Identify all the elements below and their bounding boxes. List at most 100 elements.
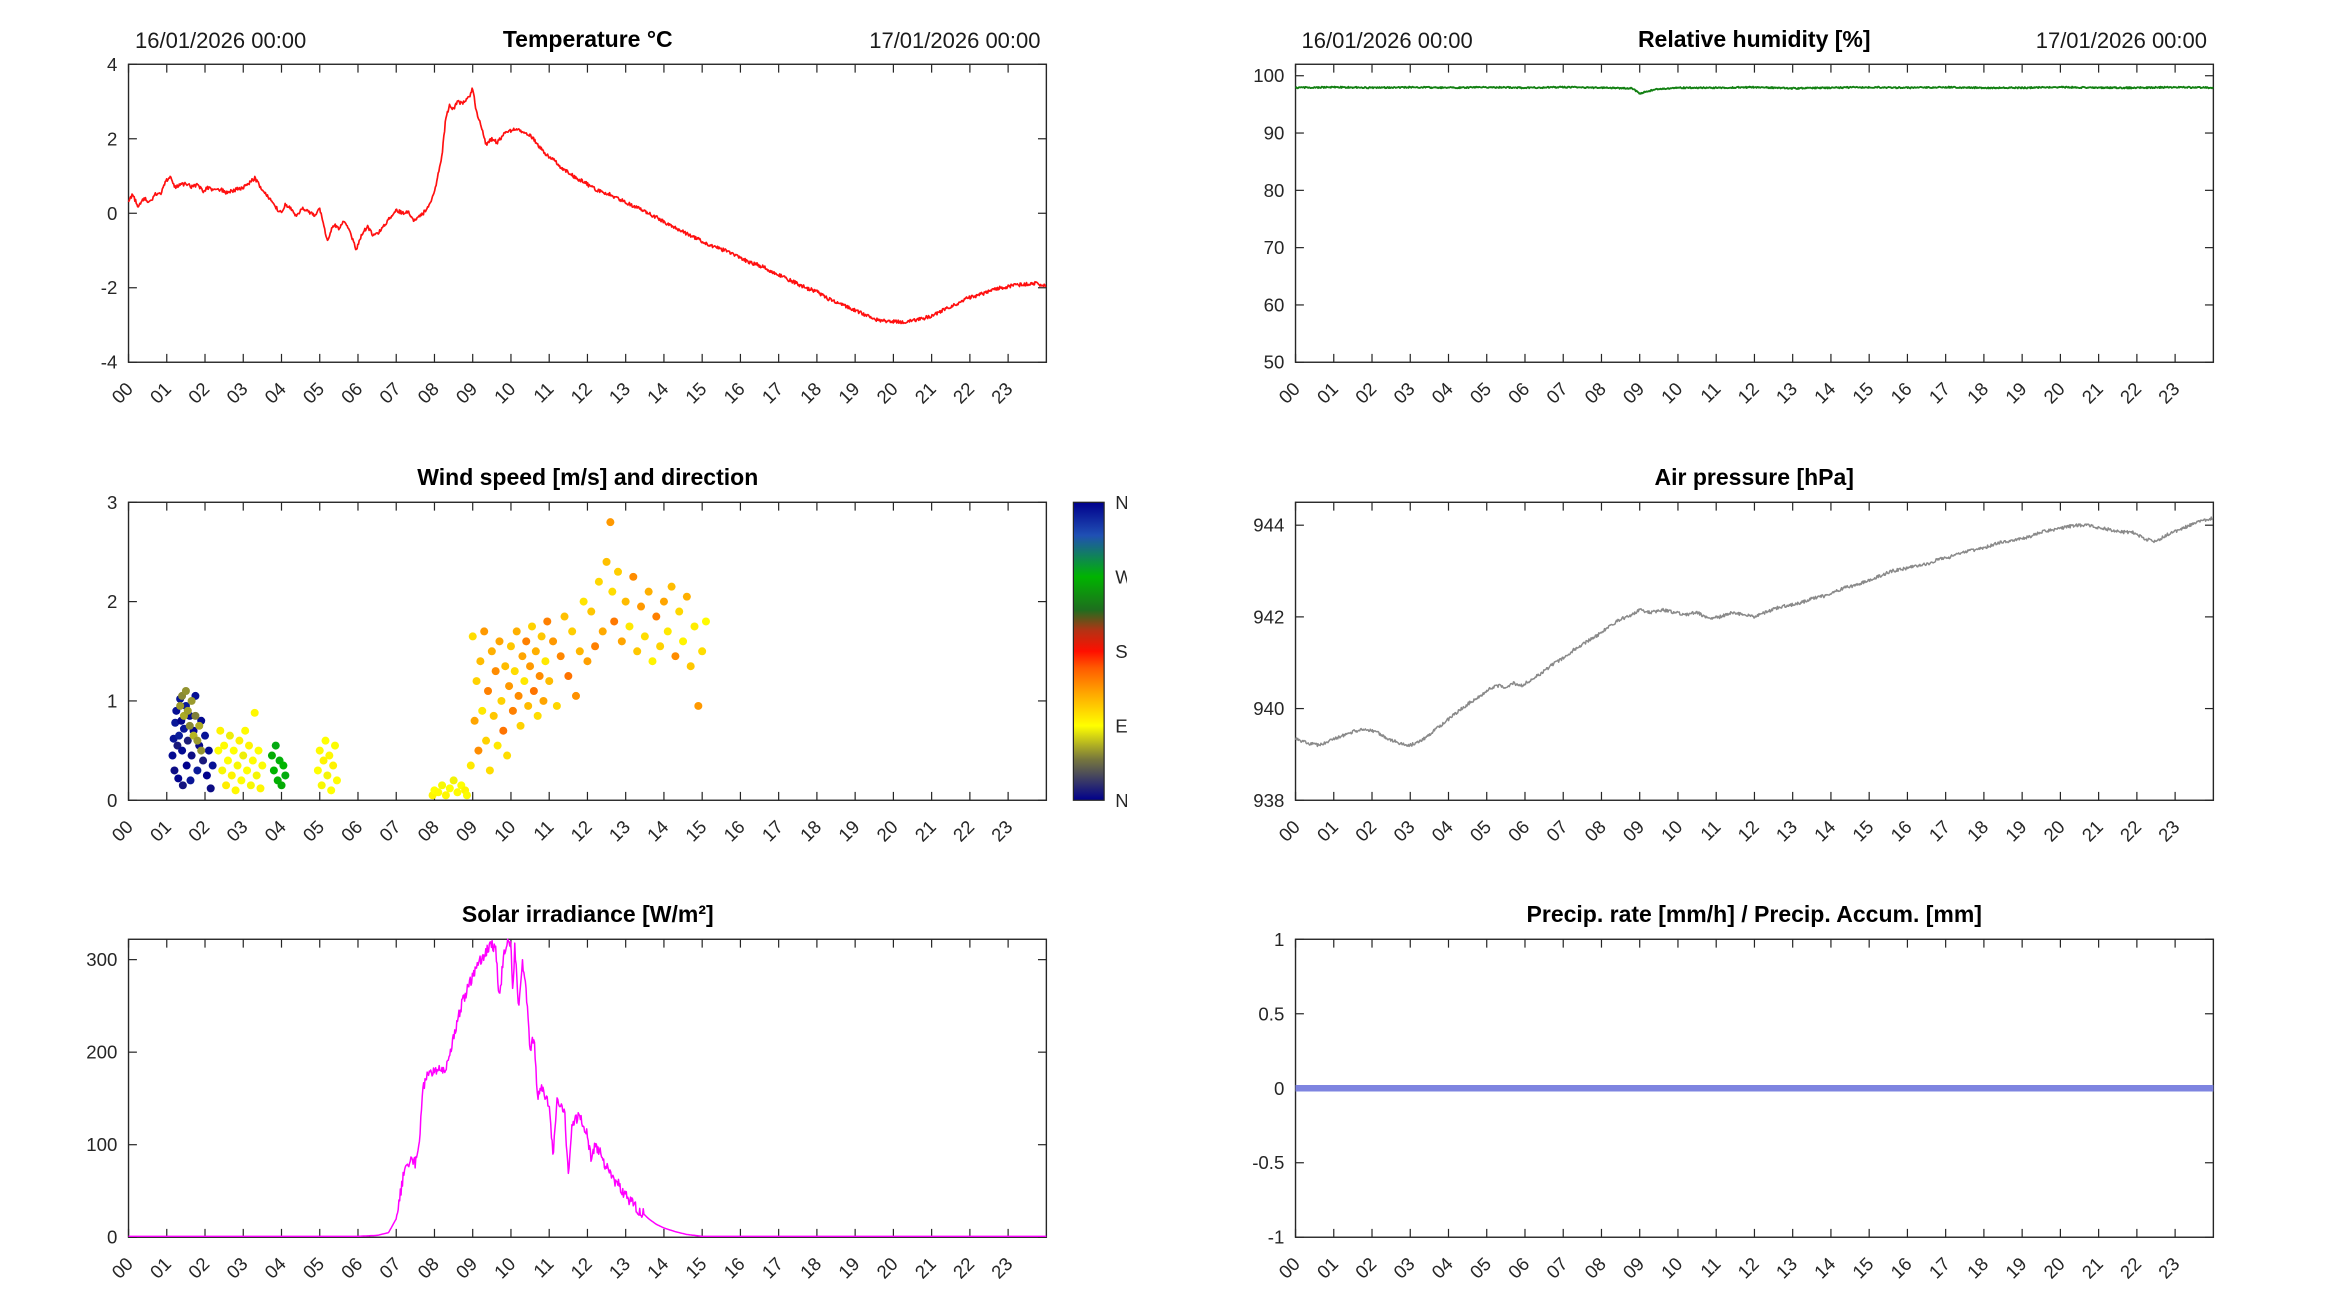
svg-text:E: E xyxy=(1115,715,1126,736)
svg-text:03: 03 xyxy=(222,816,252,845)
humidity-chart: 00 01 02 03 04 05 06 07 08 09 10 11 12 13 14 15 16 17 18 19… xyxy=(1253,63,2214,408)
svg-text:13: 13 xyxy=(605,1253,635,1282)
svg-text:19: 19 xyxy=(834,378,864,407)
solar-series-line xyxy=(128,938,1047,1238)
svg-text:00: 00 xyxy=(107,816,137,845)
svg-text:09: 09 xyxy=(452,816,482,845)
svg-text:20: 20 xyxy=(2039,378,2069,407)
svg-text:17: 17 xyxy=(758,378,788,407)
svg-text:100: 100 xyxy=(86,1135,117,1156)
precip-chart-title: Precip. rate [mm/h] / Precip. Accum. [mm… xyxy=(1526,901,1982,928)
svg-text:12: 12 xyxy=(1733,1253,1763,1282)
svg-text:21: 21 xyxy=(911,378,941,407)
panel-precip: Precip. rate [mm/h] / Precip. Accum. [mm… xyxy=(1207,891,2294,1297)
svg-text:06: 06 xyxy=(1503,378,1533,407)
svg-text:03: 03 xyxy=(1389,816,1419,845)
svg-text:10: 10 xyxy=(490,816,520,845)
svg-text:15: 15 xyxy=(681,816,711,845)
svg-text:18: 18 xyxy=(796,816,826,845)
svg-text:13: 13 xyxy=(605,816,635,845)
svg-text:15: 15 xyxy=(1848,816,1878,845)
svg-text:1: 1 xyxy=(1273,929,1283,950)
svg-text:20: 20 xyxy=(2039,1253,2069,1282)
wind-scatter-points xyxy=(168,517,710,799)
svg-text:12: 12 xyxy=(566,1253,596,1282)
svg-text:14: 14 xyxy=(643,378,673,407)
temperature-chart-head: 16/01/2026 00:00 Temperature °C 17/01/20… xyxy=(135,26,1041,58)
svg-text:15: 15 xyxy=(1848,378,1878,407)
svg-text:23: 23 xyxy=(2154,1253,2184,1282)
svg-text:02: 02 xyxy=(1350,1253,1380,1282)
svg-text:0: 0 xyxy=(107,203,117,224)
svg-text:20: 20 xyxy=(872,1253,902,1282)
solar-chart-title: Solar irradiance [W/m²] xyxy=(461,901,714,928)
svg-text:15: 15 xyxy=(1848,1253,1878,1282)
solar-chart-head: Solar irradiance [W/m²] xyxy=(135,901,1041,933)
svg-text:09: 09 xyxy=(452,378,482,407)
svg-text:16: 16 xyxy=(719,816,749,845)
svg-text:2: 2 xyxy=(107,591,117,612)
svg-text:01: 01 xyxy=(1312,816,1342,845)
svg-text:04: 04 xyxy=(260,816,290,845)
svg-text:19: 19 xyxy=(834,816,864,845)
svg-text:06: 06 xyxy=(337,816,367,845)
svg-text:23: 23 xyxy=(2154,816,2184,845)
svg-text:942: 942 xyxy=(1253,606,1284,627)
svg-text:19: 19 xyxy=(2001,378,2031,407)
svg-text:23: 23 xyxy=(2154,378,2184,407)
humidity-series-line xyxy=(1294,85,2214,95)
svg-text:22: 22 xyxy=(949,1253,979,1282)
svg-text:10: 10 xyxy=(1656,816,1686,845)
svg-text:01: 01 xyxy=(1312,378,1342,407)
svg-text:05: 05 xyxy=(299,816,329,845)
svg-text:16: 16 xyxy=(719,378,749,407)
precip-chart: 00 01 02 03 04 05 06 07 08 09 10 11 12 13 14 15 16 17 18 19… xyxy=(1252,929,2216,1283)
svg-text:12: 12 xyxy=(1733,816,1763,845)
svg-text:21: 21 xyxy=(911,1253,941,1282)
svg-text:08: 08 xyxy=(413,378,443,407)
svg-text:03: 03 xyxy=(222,378,252,407)
start-date-label: 16/01/2026 00:00 xyxy=(135,28,307,53)
svg-text:13: 13 xyxy=(1771,816,1801,845)
svg-text:20: 20 xyxy=(872,816,902,845)
svg-text:940: 940 xyxy=(1253,698,1284,719)
svg-text:20: 20 xyxy=(872,378,902,407)
svg-text:02: 02 xyxy=(1350,378,1380,407)
panel-temperature: 16/01/2026 00:00 Temperature °C 17/01/20… xyxy=(40,16,1127,422)
svg-text:05: 05 xyxy=(299,378,329,407)
svg-text:13: 13 xyxy=(605,378,635,407)
svg-text:18: 18 xyxy=(796,1253,826,1282)
svg-text:50: 50 xyxy=(1263,352,1284,373)
svg-text:12: 12 xyxy=(566,816,596,845)
pressure-chart: 00 01 02 03 04 05 06 07 08 09 10 11 12 13 14 15 16 17 18 19… xyxy=(1253,501,2214,845)
svg-text:00: 00 xyxy=(1274,1253,1304,1282)
svg-text:02: 02 xyxy=(1350,816,1380,845)
svg-text:07: 07 xyxy=(1542,1253,1572,1282)
svg-text:23: 23 xyxy=(987,816,1017,845)
svg-text:0.5: 0.5 xyxy=(1258,1004,1284,1025)
svg-text:4: 4 xyxy=(107,54,117,75)
svg-text:10: 10 xyxy=(490,1253,520,1282)
svg-text:19: 19 xyxy=(2001,1253,2031,1282)
svg-text:10: 10 xyxy=(1656,1253,1686,1282)
svg-text:00: 00 xyxy=(107,1253,137,1282)
svg-text:11: 11 xyxy=(529,378,558,406)
svg-text:S: S xyxy=(1115,640,1126,661)
svg-text:04: 04 xyxy=(260,378,290,407)
svg-text:11: 11 xyxy=(1696,378,1725,406)
svg-text:-0.5: -0.5 xyxy=(1252,1153,1284,1174)
svg-text:09: 09 xyxy=(1618,816,1648,845)
svg-text:13: 13 xyxy=(1771,1253,1801,1282)
svg-text:10: 10 xyxy=(490,378,520,407)
svg-text:05: 05 xyxy=(1465,1253,1495,1282)
end-date-label: 17/01/2026 00:00 xyxy=(869,28,1041,53)
svg-text:80: 80 xyxy=(1263,180,1284,201)
svg-text:08: 08 xyxy=(413,816,443,845)
temperature-chart-title: Temperature °C xyxy=(502,26,673,52)
wind-direction-colorbar: N W S E N xyxy=(1072,491,1127,810)
panel-solar: Solar irradiance [W/m²] 00 01 02 03 04 05 06 07… xyxy=(40,891,1127,1297)
svg-text:2: 2 xyxy=(107,128,117,149)
svg-text:18: 18 xyxy=(796,378,826,407)
svg-text:15: 15 xyxy=(681,1253,711,1282)
